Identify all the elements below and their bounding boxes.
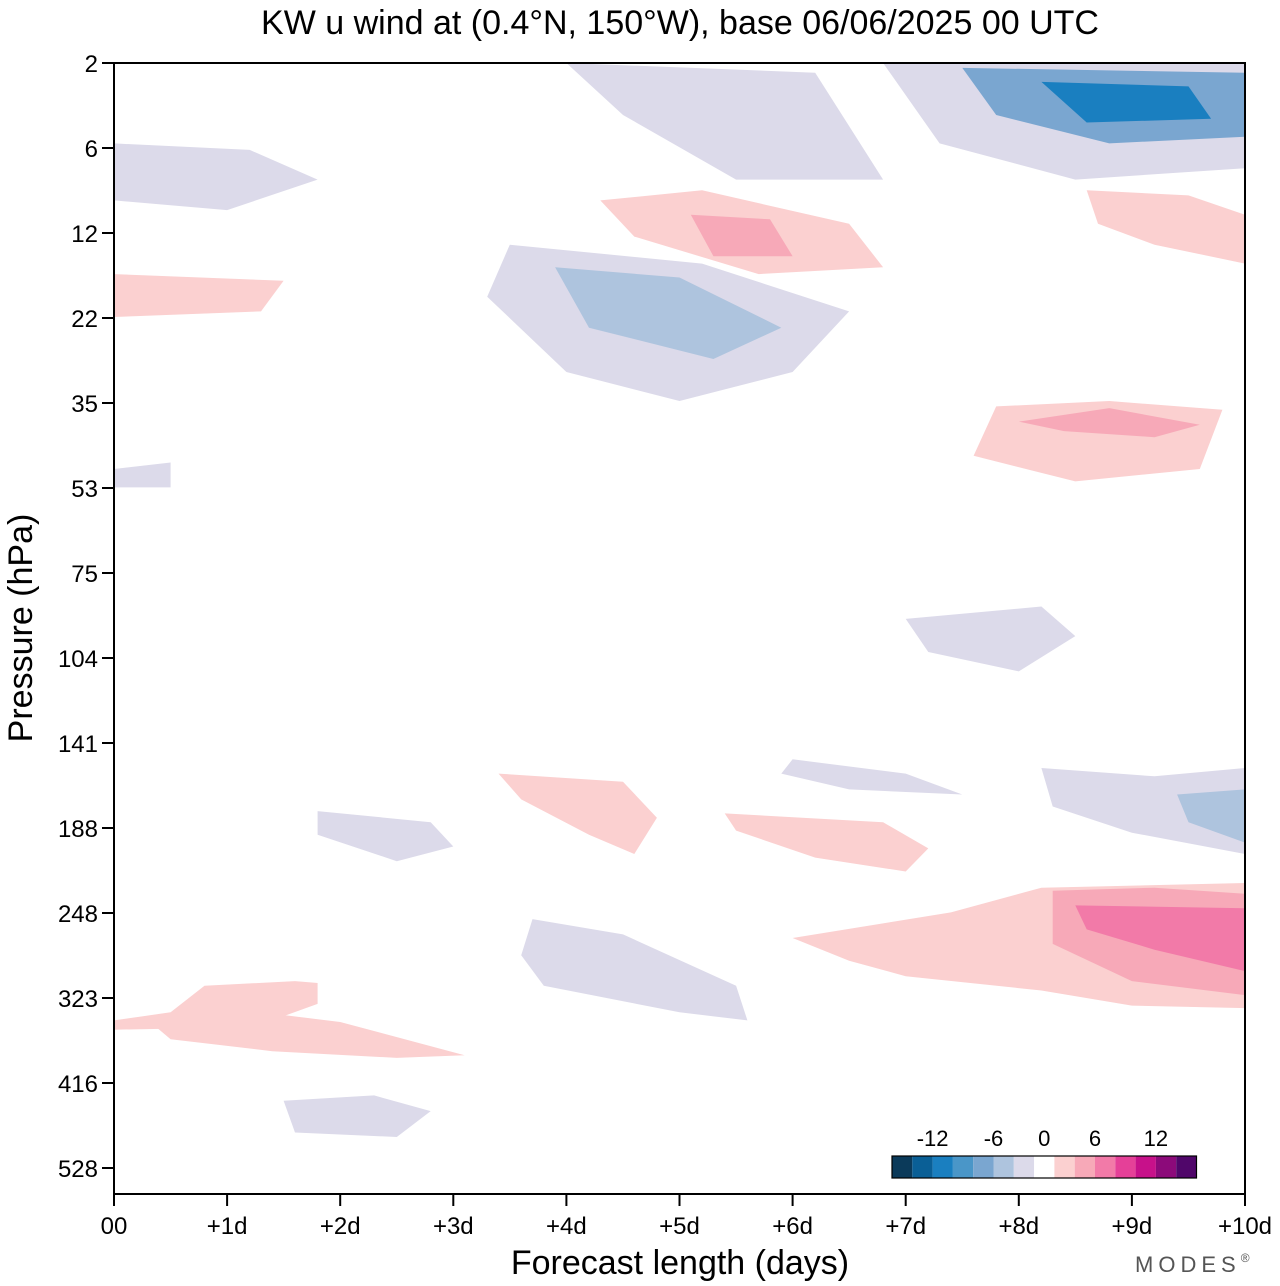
contour-region-8 <box>724 813 929 872</box>
registered-mark: ® <box>1241 1251 1255 1265</box>
x-tick-label: +2d <box>320 1213 361 1240</box>
x-axis-title: Forecast length (days) <box>511 1244 849 1282</box>
y-tick-label: 35 <box>71 391 98 418</box>
modes-brand: MODES® <box>1135 1251 1255 1277</box>
colorbar-swatch <box>912 1156 933 1178</box>
contour-region-26 <box>566 63 884 180</box>
contour-region-36 <box>781 759 963 795</box>
y-tick-label: 53 <box>71 476 98 503</box>
y-tick-label: 6 <box>85 136 98 163</box>
y-tick-label: 2 <box>85 51 98 78</box>
contour-region-16 <box>114 274 284 317</box>
contour-region-29 <box>114 143 318 211</box>
contour-region-14 <box>1018 408 1200 438</box>
colorbar-label: -6 <box>984 1126 1004 1151</box>
contour-region-21 <box>1086 190 1245 264</box>
x-axis: 00 +1d +2d +3d +4d +5d +6d +7d +8d +9d +10d <box>101 1194 1272 1240</box>
colorbar: -12 -6 0 6 12 <box>886 1118 1226 1186</box>
colorbar-border <box>891 1155 1198 1179</box>
contour-region-7 <box>498 773 657 854</box>
colorbar-swatch <box>1074 1156 1095 1178</box>
y-tick-label: 323 <box>58 986 98 1013</box>
y-tick-label: 188 <box>58 816 98 843</box>
contour-region-37 <box>114 462 171 488</box>
colorbar-swatch <box>1135 1156 1156 1178</box>
y-tick-label: 528 <box>58 1156 98 1183</box>
colorbar-swatch <box>932 1156 953 1178</box>
contour-region-31 <box>1041 768 1245 854</box>
colorbar-label: 0 <box>1038 1126 1050 1151</box>
colorbar-swatch <box>1054 1156 1075 1178</box>
colorbar-label: 12 <box>1144 1126 1168 1151</box>
x-tick-label: +6d <box>772 1213 813 1240</box>
x-tick-label: +1d <box>207 1213 248 1240</box>
x-tick-label: +8d <box>998 1213 1039 1240</box>
colorbar-swatch <box>1013 1156 1035 1178</box>
colorbar-label: -12 <box>917 1126 949 1151</box>
contour-region-5 <box>114 866 476 1021</box>
x-tick-label: +3d <box>433 1213 474 1240</box>
colorbar-swatch <box>973 1156 994 1178</box>
contour-region-2 <box>136 1008 465 1058</box>
y-tick-label: 104 <box>58 646 98 673</box>
x-tick-label: 00 <box>101 1213 128 1240</box>
contour-fills <box>114 63 1245 1137</box>
contour-region-11 <box>1075 905 1245 972</box>
x-tick-label: +10d <box>1218 1213 1272 1240</box>
colorbar-swatch <box>952 1156 974 1178</box>
y-tick-label: 12 <box>71 221 98 248</box>
contour-region-30 <box>905 606 1076 672</box>
contour-region-33 <box>317 811 454 862</box>
colorbar-swatch <box>1155 1156 1177 1178</box>
contour-region-19 <box>690 214 793 257</box>
contour-region-35 <box>283 1095 431 1137</box>
contour-region-28 <box>555 267 782 359</box>
x-tick-label: +9d <box>1112 1213 1153 1240</box>
colorbar-swatch <box>1115 1156 1136 1178</box>
colorbar-swatch <box>993 1156 1014 1178</box>
chart-title: KW u wind at (0.4°N, 150°W), base 06/06/… <box>261 4 1099 42</box>
x-tick-label: +4d <box>546 1213 587 1240</box>
contour-region-4 <box>114 1056 1245 1133</box>
colorbar-swatch <box>892 1156 913 1178</box>
colorbar-label: 6 <box>1089 1126 1101 1151</box>
colorbar-swatch <box>1176 1156 1197 1178</box>
contour-region-32 <box>1177 789 1245 843</box>
colorbar-swatch <box>1095 1156 1116 1178</box>
x-tick-label: +7d <box>885 1213 926 1240</box>
y-tick-label: 141 <box>58 731 98 758</box>
contour-region-34 <box>521 919 748 1021</box>
y-tick-label: 248 <box>58 901 98 928</box>
contour-region-25 <box>1041 81 1212 123</box>
y-tick-label: 75 <box>71 561 98 588</box>
y-tick-label: 416 <box>58 1071 98 1098</box>
colorbar-swatch <box>1034 1156 1055 1178</box>
y-axis-title: Pressure (hPa) <box>2 514 40 743</box>
x-tick-label: +5d <box>659 1213 700 1240</box>
y-axis: 2 6 12 22 35 53 75 104 141 188 248 323 416 528 <box>58 51 114 1183</box>
contour-region-22 <box>147 67 307 144</box>
y-tick-label: 22 <box>71 306 98 333</box>
